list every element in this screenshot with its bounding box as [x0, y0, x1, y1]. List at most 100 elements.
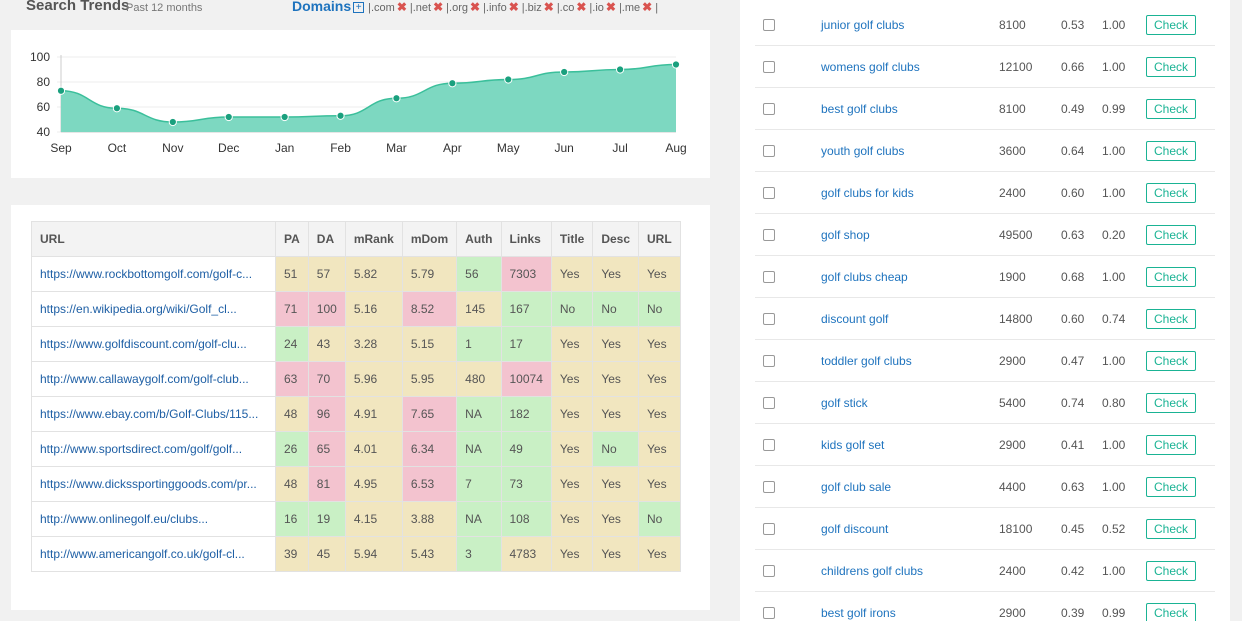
column-header-desc[interactable]: Desc: [592, 221, 640, 257]
search-trends-chart: 40 60 80 100 Sep Oct Nov Dec Jan Feb Mar Apr May Jun J…: [11, 30, 710, 178]
result-url-link[interactable]: http://www.americangolf.co.uk/golf-cl...: [31, 536, 276, 572]
keyword-link[interactable]: golf clubs for kids: [821, 186, 914, 200]
select-keyword-checkbox[interactable]: [763, 61, 775, 73]
keyword-row: toddler golf clubs 2900 0.47 1.00 Check: [755, 340, 1215, 382]
remove-tld-icon[interactable]: ✖: [469, 0, 481, 14]
keyword-link[interactable]: best golf clubs: [821, 102, 898, 116]
keyword-metric-1: 0.68: [1061, 270, 1085, 284]
keyword-metric-1: 0.45: [1061, 522, 1085, 536]
column-header-title[interactable]: Title: [550, 221, 594, 257]
metric-cell: NA: [456, 396, 502, 432]
result-url-link[interactable]: https://www.dickssportinggoods.com/pr...: [31, 466, 276, 502]
remove-tld-icon[interactable]: ✖: [508, 0, 519, 14]
select-keyword-checkbox[interactable]: [763, 19, 775, 31]
metric-cell: Yes: [550, 466, 594, 502]
check-button[interactable]: Check: [1146, 183, 1196, 203]
select-keyword-checkbox[interactable]: [763, 229, 775, 241]
keyword-link[interactable]: youth golf clubs: [821, 144, 905, 158]
keyword-link[interactable]: golf shop: [821, 228, 870, 242]
check-button[interactable]: Check: [1146, 561, 1196, 581]
result-url-link[interactable]: http://www.sportsdirect.com/golf/golf...: [31, 431, 276, 467]
check-button[interactable]: Check: [1146, 141, 1196, 161]
column-header-da[interactable]: DA: [307, 221, 346, 257]
select-keyword-checkbox[interactable]: [763, 397, 775, 409]
select-keyword-checkbox[interactable]: [763, 439, 775, 451]
metric-cell: 24: [275, 326, 309, 362]
metric-cell: Yes: [592, 361, 640, 397]
check-button[interactable]: Check: [1146, 15, 1196, 35]
keyword-row: best golf clubs 8100 0.49 0.99 Check: [755, 88, 1215, 130]
keyword-metric-1: 0.42: [1061, 564, 1085, 578]
keyword-link[interactable]: toddler golf clubs: [821, 354, 912, 368]
select-keyword-checkbox[interactable]: [763, 145, 775, 157]
keyword-row: golf clubs cheap 1900 0.68 1.00 Check: [755, 256, 1215, 298]
select-keyword-checkbox[interactable]: [763, 103, 775, 115]
add-domain-icon[interactable]: +: [353, 2, 365, 13]
keyword-link[interactable]: golf discount: [821, 522, 889, 536]
check-button[interactable]: Check: [1146, 309, 1196, 329]
keyword-link[interactable]: golf clubs cheap: [821, 270, 908, 284]
select-keyword-checkbox[interactable]: [763, 187, 775, 199]
remove-tld-icon[interactable]: ✖: [433, 0, 444, 14]
check-button[interactable]: Check: [1146, 603, 1196, 621]
remove-tld-icon[interactable]: ✖: [642, 0, 653, 14]
keyword-link[interactable]: golf club sale: [821, 480, 892, 494]
select-keyword-checkbox[interactable]: [763, 565, 775, 577]
select-keyword-checkbox[interactable]: [763, 355, 775, 367]
domains-label[interactable]: Domains: [292, 0, 352, 14]
result-url-link[interactable]: https://www.golfdiscount.com/golf-clu...: [31, 326, 276, 362]
keyword-link[interactable]: best golf irons: [821, 606, 896, 620]
column-header-links[interactable]: Links: [500, 221, 552, 257]
select-keyword-checkbox[interactable]: [763, 523, 775, 535]
column-header-mdom[interactable]: mDom: [401, 221, 458, 257]
metric-cell: Yes: [638, 431, 681, 467]
check-button[interactable]: Check: [1146, 477, 1196, 497]
select-keyword-checkbox[interactable]: [763, 313, 775, 325]
table-row: http://www.onlinegolf.eu/clubs... 16 19 4.1…: [31, 501, 681, 537]
keyword-volume: 2900: [999, 354, 1026, 368]
column-header-url[interactable]: URL: [638, 221, 681, 257]
column-header-pa[interactable]: PA: [275, 221, 309, 257]
check-button[interactable]: Check: [1146, 225, 1196, 245]
check-button[interactable]: Check: [1146, 519, 1196, 539]
metric-cell: Yes: [592, 326, 640, 362]
keyword-volume: 4400: [999, 480, 1026, 494]
select-keyword-checkbox[interactable]: [763, 271, 775, 283]
keyword-metric-2: 0.99: [1102, 606, 1126, 620]
result-url-link[interactable]: http://www.onlinegolf.eu/clubs...: [31, 501, 276, 537]
tld-list: |.com ✖ |.net ✖ |.org ✖ |.info ✖ |.biz ✖ |.co ✖ |.io…: [368, 0, 655, 14]
result-url-link[interactable]: https://www.rockbottomgolf.com/golf-c...: [31, 256, 276, 292]
keyword-link[interactable]: childrens golf clubs: [821, 564, 924, 578]
column-header-mrank[interactable]: mRank: [344, 221, 403, 257]
keyword-metric-2: 1.00: [1102, 60, 1126, 74]
metric-cell: No: [550, 291, 594, 327]
remove-tld-icon[interactable]: ✖: [576, 0, 587, 14]
keyword-metric-1: 0.60: [1061, 312, 1085, 326]
result-url-link[interactable]: http://www.callawaygolf.com/golf-club...: [31, 361, 276, 397]
check-button[interactable]: Check: [1146, 435, 1196, 455]
keyword-link[interactable]: kids golf set: [821, 438, 885, 452]
remove-tld-icon[interactable]: ✖: [396, 0, 407, 14]
keyword-link[interactable]: golf stick: [821, 396, 868, 410]
select-keyword-checkbox[interactable]: [763, 607, 775, 619]
remove-tld-icon[interactable]: ✖: [605, 0, 616, 14]
result-url-link[interactable]: https://en.wikipedia.org/wiki/Golf_cl...: [31, 291, 276, 327]
column-header-url[interactable]: URL: [31, 221, 276, 257]
keyword-link[interactable]: discount golf: [821, 312, 889, 326]
remove-tld-icon[interactable]: ✖: [543, 0, 554, 14]
keyword-link[interactable]: womens golf clubs: [821, 60, 920, 74]
check-button[interactable]: Check: [1146, 99, 1196, 119]
keyword-volume: 2400: [999, 564, 1026, 578]
check-button[interactable]: Check: [1146, 267, 1196, 287]
metric-cell: No: [638, 291, 681, 327]
select-keyword-checkbox[interactable]: [763, 481, 775, 493]
keyword-link[interactable]: junior golf clubs: [821, 18, 905, 32]
check-button[interactable]: Check: [1146, 351, 1196, 371]
x-tick-label: Feb: [330, 141, 351, 155]
serp-table-header: URL PA DA mRank mDom Auth Links Title Desc URL: [31, 221, 681, 257]
column-header-auth[interactable]: Auth: [456, 221, 502, 257]
metric-cell: 5.95: [401, 361, 458, 397]
result-url-link[interactable]: https://www.ebay.com/b/Golf-Clubs/115...: [31, 396, 276, 432]
check-button[interactable]: Check: [1146, 57, 1196, 77]
check-button[interactable]: Check: [1146, 393, 1196, 413]
